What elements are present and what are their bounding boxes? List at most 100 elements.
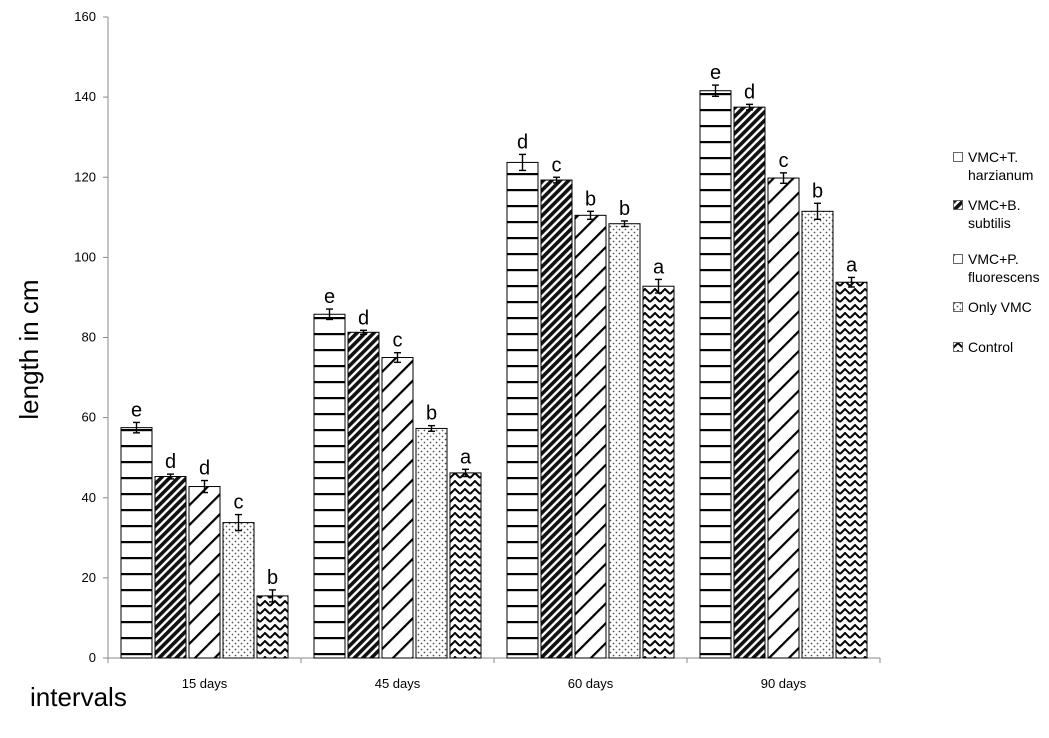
legend-swatch-fill <box>953 200 963 210</box>
error-bar <box>712 84 719 98</box>
significance-letter: a <box>653 256 665 278</box>
bar <box>835 281 868 659</box>
bar <box>449 472 482 659</box>
error-bar <box>235 513 242 532</box>
y-tick-label: 80 <box>82 330 96 345</box>
y-tick-label: 40 <box>82 490 96 505</box>
legend-swatch <box>953 254 963 264</box>
legend-label: Only VMC <box>968 299 1032 315</box>
significance-letter: d <box>199 458 210 480</box>
legend-label: Control <box>968 339 1014 355</box>
legend-item: VMC+B. subtilis <box>953 196 1049 232</box>
bar <box>154 476 187 659</box>
significance-letter: b <box>585 188 596 210</box>
error-bar <box>780 172 787 184</box>
y-tick-label: 0 <box>89 650 96 665</box>
error-bar <box>394 352 401 364</box>
legend-item: Only VMC <box>953 298 1049 316</box>
error-bar <box>269 589 276 603</box>
x-tick-label: 90 days <box>761 676 807 691</box>
bar <box>188 486 221 659</box>
bar <box>120 427 153 659</box>
bar <box>642 285 675 659</box>
legend-label: fluorescens <box>968 269 1040 285</box>
legend-item: Control <box>953 338 1049 356</box>
error-bar <box>621 220 628 228</box>
y-tick-label: 160 <box>74 9 96 24</box>
error-bar <box>133 421 140 434</box>
bar <box>415 427 448 659</box>
significance-letter: c <box>779 150 789 172</box>
legend-label: VMC+B. subtilis <box>968 197 1021 231</box>
error-bar <box>519 153 526 172</box>
y-tick-label: 60 <box>82 410 96 425</box>
legend-swatch-fill <box>953 302 963 312</box>
error-bar <box>326 308 333 321</box>
significance-letter: b <box>267 567 278 589</box>
error-bar <box>587 210 594 221</box>
error-bar <box>655 278 662 294</box>
significance-letter: b <box>426 403 437 425</box>
bar <box>608 223 641 659</box>
bar <box>801 210 834 659</box>
error-bar <box>428 424 435 432</box>
legend-label: VMC+T. <box>968 149 1019 165</box>
bar <box>540 179 573 659</box>
error-bar <box>360 329 367 335</box>
legend-swatch-fill <box>953 152 963 162</box>
significance-letter: d <box>165 451 176 473</box>
legend-item: VMC+T. harzianum <box>953 148 1049 184</box>
legend-swatch <box>953 302 963 312</box>
error-bar <box>746 103 753 111</box>
bar <box>381 357 414 659</box>
significance-letter: c <box>552 154 562 176</box>
legend-swatch <box>953 152 963 162</box>
legend: VMC+T. harzianum VMC+B. subtilis VMC+P. fluo… <box>953 148 1049 356</box>
bar <box>699 90 732 659</box>
significance-letter: a <box>460 446 472 468</box>
significance-letter: d <box>358 307 369 329</box>
error-bar <box>167 473 174 480</box>
y-tick-label: 20 <box>82 570 96 585</box>
legend-item: VMC+P. fluorescens <box>953 250 1049 286</box>
bar <box>767 177 800 659</box>
x-tick-label: 60 days <box>568 676 614 691</box>
bar <box>574 214 607 659</box>
bar <box>256 595 289 659</box>
error-bar <box>553 176 560 184</box>
legend-label: harzianum <box>968 167 1034 183</box>
significance-letter: b <box>812 180 823 202</box>
legend-swatch-fill <box>953 342 963 352</box>
legend-swatch <box>953 342 963 352</box>
error-bar <box>848 276 855 288</box>
significance-letter: d <box>744 81 755 103</box>
bar <box>733 106 766 659</box>
significance-letter: d <box>517 131 528 153</box>
y-axis-title: length in cm <box>14 279 44 419</box>
y-tick-label: 140 <box>74 89 96 104</box>
significance-letter: e <box>131 399 142 421</box>
bar <box>313 313 346 659</box>
x-tick-label: 15 days <box>182 676 228 691</box>
error-bar <box>814 202 821 221</box>
y-tick-label: 100 <box>74 249 96 264</box>
legend-label: VMC+P. <box>968 251 1019 267</box>
significance-letter: a <box>846 254 858 276</box>
bar <box>222 522 255 659</box>
error-bar <box>462 468 469 478</box>
axis-labels: 15 days 45 days 60 days 90 days e d d c b e d c b a d c… <box>14 62 858 691</box>
y-tick-label: 120 <box>74 169 96 184</box>
significance-letter: c <box>234 492 244 514</box>
legend-swatch <box>953 200 963 210</box>
x-axis-title: intervals <box>30 682 127 712</box>
x-tick-label: 45 days <box>375 676 421 691</box>
bars <box>120 84 868 659</box>
error-bar <box>201 479 208 494</box>
legend-swatch-fill <box>953 254 963 264</box>
bar <box>506 161 539 659</box>
significance-letter: e <box>710 62 721 84</box>
significance-letter: b <box>619 198 630 220</box>
significance-letter: e <box>324 286 335 308</box>
significance-letter: c <box>393 330 403 352</box>
